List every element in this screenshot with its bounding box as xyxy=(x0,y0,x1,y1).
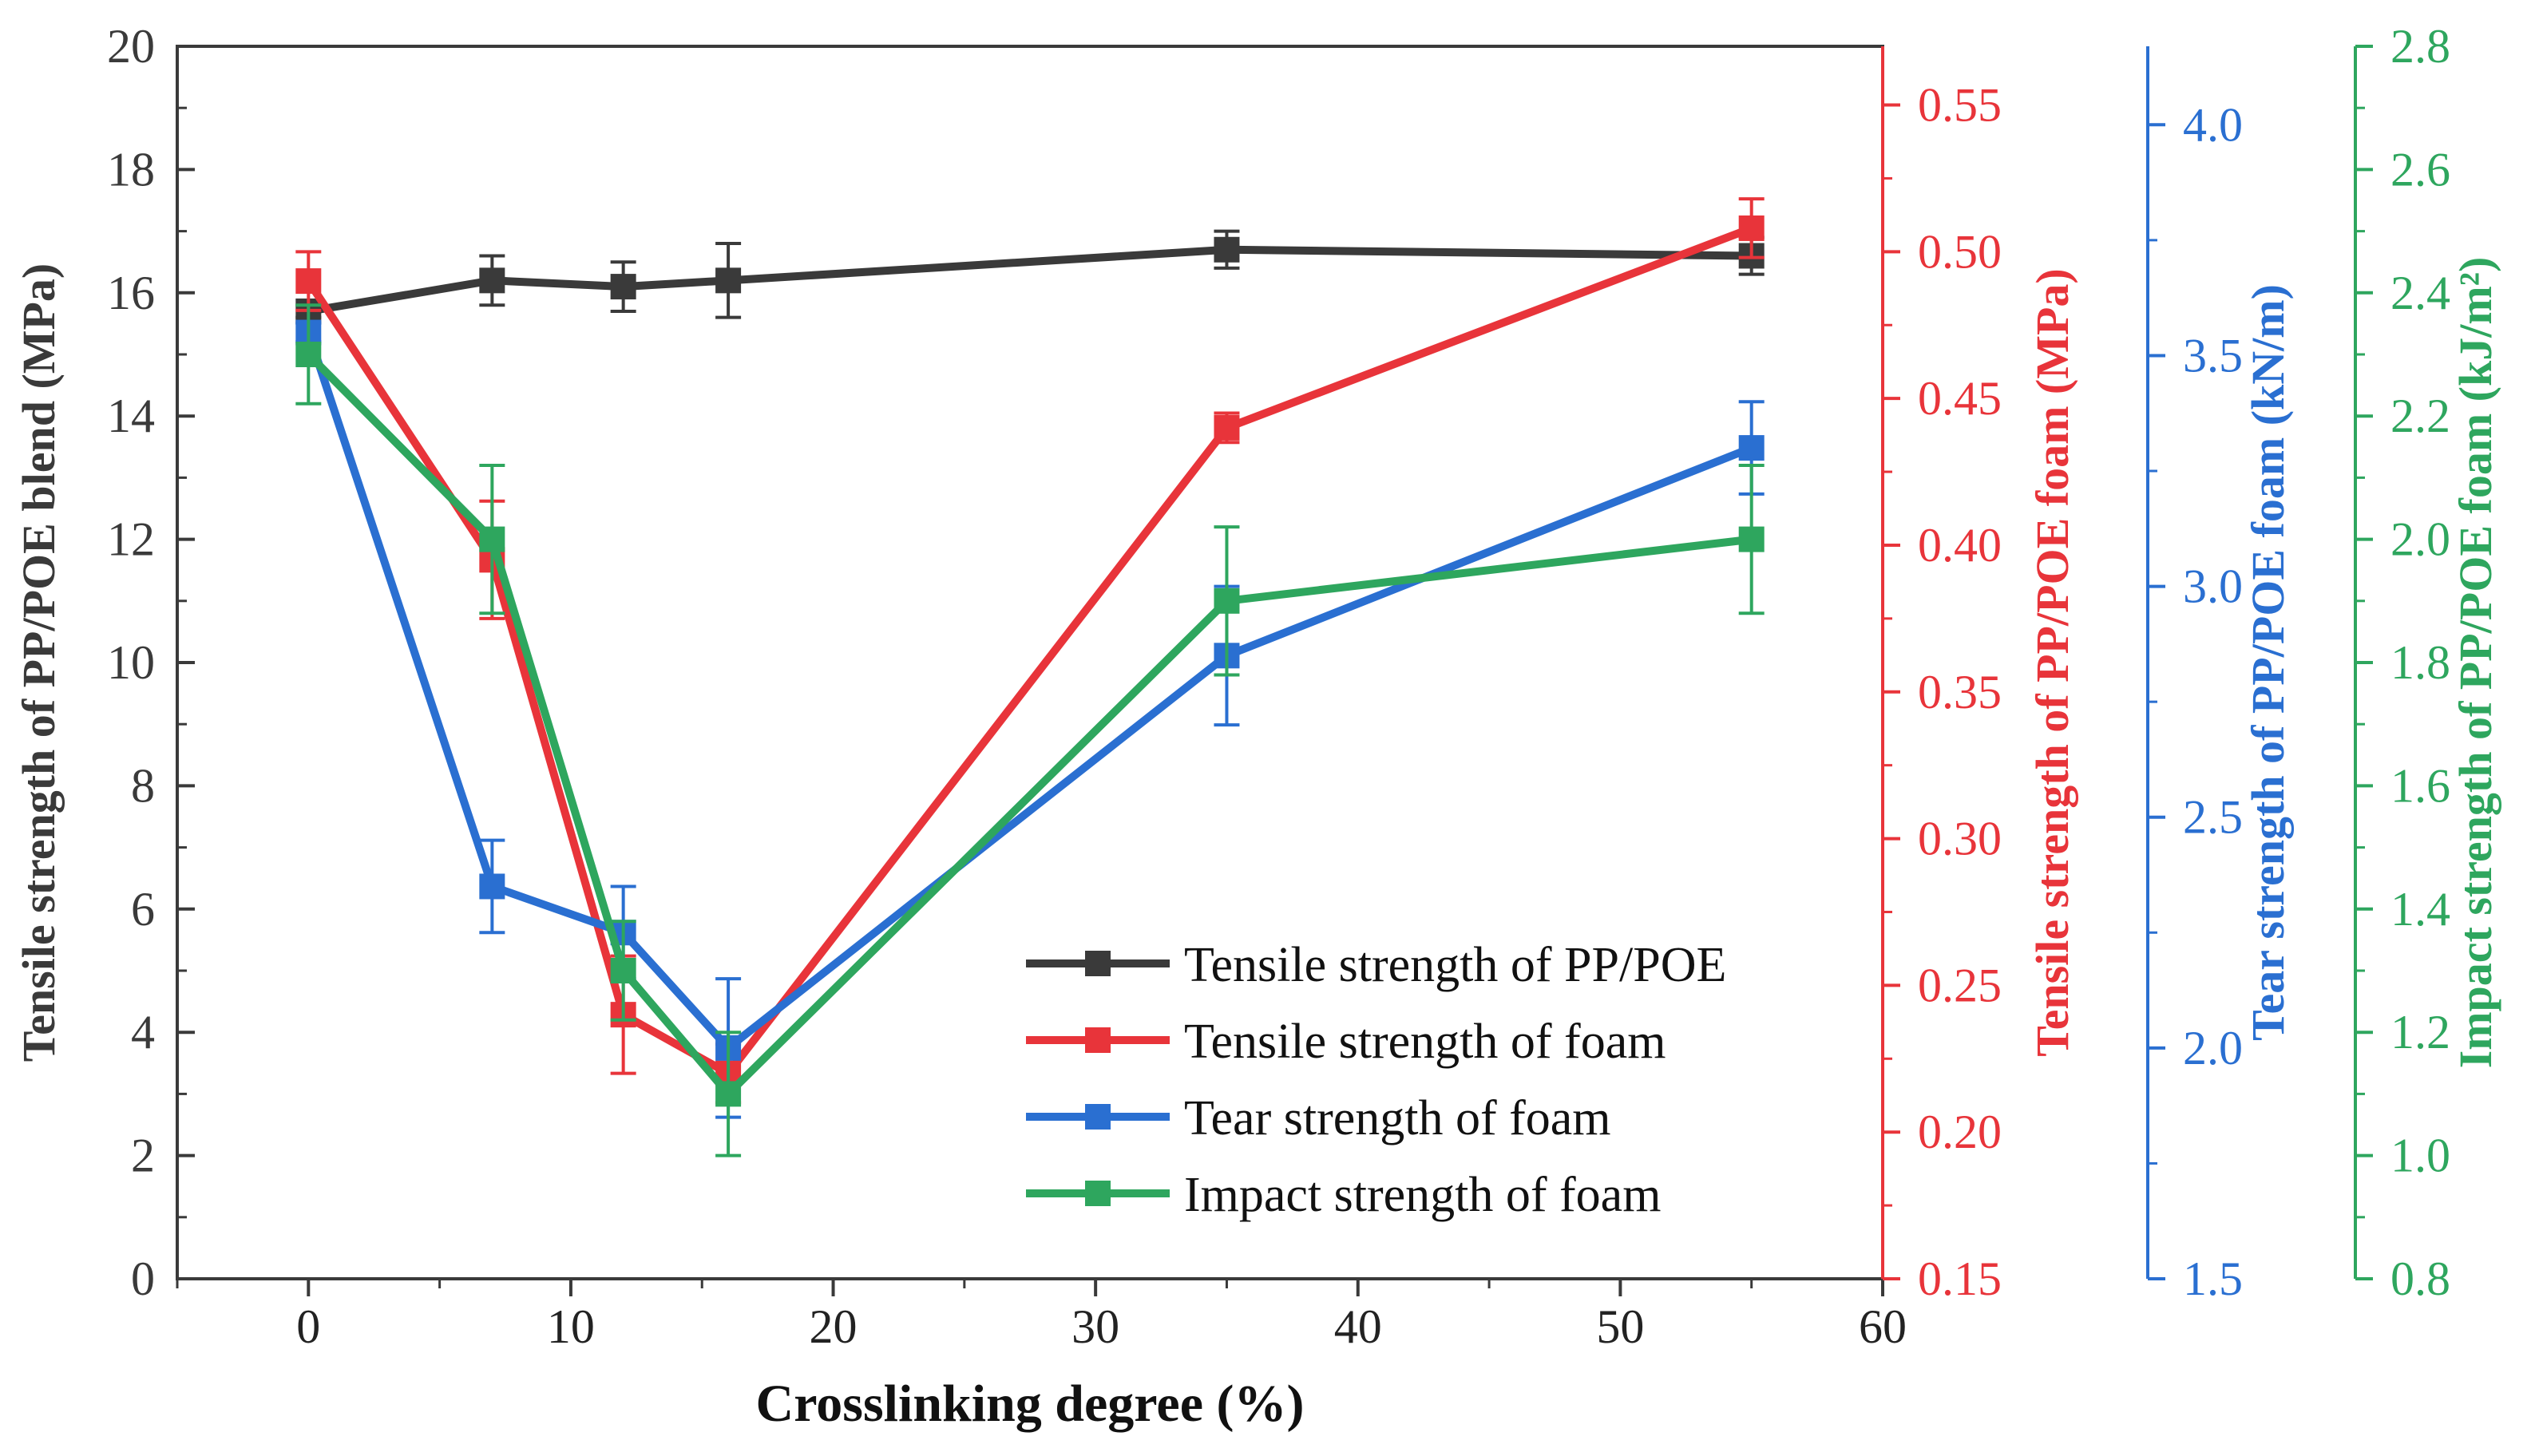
legend-item: Tensile strength of foam xyxy=(1026,1015,1666,1069)
data-point xyxy=(715,1081,742,1107)
y-tick-label: 12 xyxy=(107,513,155,566)
y-tick-label: 1.0 xyxy=(2390,1130,2450,1182)
series-line xyxy=(304,330,1753,1052)
y-tick-label: 1.2 xyxy=(2390,1006,2450,1058)
series-impact-strength-of-foam xyxy=(295,303,1765,1157)
y-tick-label: 4 xyxy=(131,1006,155,1058)
data-point xyxy=(479,267,505,294)
legend-item: Impact strength of foam xyxy=(1026,1168,1661,1222)
data-point xyxy=(1214,588,1240,614)
y-tick-label: 8 xyxy=(131,759,155,812)
y-tick-label: 0.25 xyxy=(1918,959,2002,1011)
legend-swatch-marker xyxy=(1085,1104,1111,1130)
data-point xyxy=(1214,414,1240,441)
y-tick-label: 2.8 xyxy=(2390,20,2450,73)
y-axis-right1: 0.15 0.20 0.25 0.30 0.35 0.40 0.45 0.50 0.55 Tens… xyxy=(1881,46,2078,1305)
y-tick-label: 0.30 xyxy=(1918,813,2002,865)
y-axis-title: Tear strength of PP/POE foam (kN/m) xyxy=(2242,284,2294,1041)
legend-swatch-marker xyxy=(1085,951,1111,976)
y-tick-label: 0.50 xyxy=(1918,225,2002,278)
data-point xyxy=(1214,236,1240,263)
x-tick-label: 10 xyxy=(547,1300,595,1353)
series-line xyxy=(307,245,1752,315)
y-tick-label: 16 xyxy=(107,267,155,319)
y-tick-label: 10 xyxy=(107,636,155,689)
y-axis-title: Impact strength of PP/POE foam (kJ/m²) xyxy=(2450,257,2501,1069)
y-tick-label: 2.2 xyxy=(2390,390,2450,442)
y-tick-label: 4.0 xyxy=(2183,98,2243,151)
y-axis-title: Tensile strength of PP/POE foam (MPa) xyxy=(2026,268,2078,1057)
x-tick-label: 30 xyxy=(1071,1300,1119,1353)
legend: Tensile strength of PP/POE Tensile streng… xyxy=(1026,938,1726,1222)
y-tick-label: 1.6 xyxy=(2390,759,2450,812)
data-point xyxy=(1738,435,1765,461)
y-tick-label: 2.4 xyxy=(2390,267,2450,319)
y-tick-label: 0.15 xyxy=(1918,1252,2002,1305)
y-tick-label: 20 xyxy=(107,20,155,73)
y-axis-left: 0 2 4 6 8 10 12 14 16 18 20 Tensile strength of PP/… xyxy=(13,20,195,1305)
legend-label: Tensile strength of PP/POE xyxy=(1184,938,1726,992)
series-tear-strength-of-foam xyxy=(295,319,1765,1119)
legend-label: Tear strength of foam xyxy=(1184,1091,1611,1145)
x-tick-label: 20 xyxy=(810,1300,858,1353)
series-layer xyxy=(295,197,1765,1157)
x-axis: 0 10 20 30 40 50 60 xyxy=(176,1279,1907,1353)
y-tick-label: 0.8 xyxy=(2390,1252,2450,1305)
x-tick-label: 50 xyxy=(1596,1300,1644,1353)
y-tick-label: 0.40 xyxy=(1918,519,2002,572)
data-point xyxy=(295,268,322,295)
y-tick-label: 0.35 xyxy=(1918,666,2002,718)
y-tick-label: 2 xyxy=(131,1130,155,1182)
y-tick-label: 2.0 xyxy=(2390,513,2450,566)
y-tick-label: 6 xyxy=(131,883,155,936)
y-tick-label: 0.45 xyxy=(1918,372,2002,425)
legend-swatch-marker xyxy=(1085,1027,1111,1053)
y-tick-label: 2.5 xyxy=(2183,791,2243,844)
data-point xyxy=(1738,215,1765,241)
legend-label: Tensile strength of foam xyxy=(1184,1015,1666,1069)
x-tick-label: 60 xyxy=(1859,1300,1907,1353)
data-point xyxy=(479,873,505,900)
y-axis-title: Tensile strength of PP/POE blend (MPa) xyxy=(13,263,65,1062)
y-tick-label: 1.5 xyxy=(2183,1252,2243,1305)
y-tick-label: 14 xyxy=(107,390,155,442)
legend-swatch-marker xyxy=(1085,1181,1111,1206)
data-point xyxy=(295,342,322,367)
y-tick-label: 0.55 xyxy=(1918,79,2002,132)
y-tick-label: 3.0 xyxy=(2183,560,2243,613)
legend-item: Tensile strength of PP/POE xyxy=(1026,938,1726,992)
y-tick-label: 2.6 xyxy=(2390,143,2450,196)
legend-item: Tear strength of foam xyxy=(1026,1091,1611,1145)
y-axis-right3: 0.8 1.0 1.2 1.4 1.6 1.8 2.0 2.2 2.4 2.6 2.8 Impact … xyxy=(2354,20,2501,1305)
y-tick-label: 1.4 xyxy=(2390,883,2450,936)
data-point xyxy=(715,267,742,294)
x-tick-label: 0 xyxy=(296,1300,320,1353)
y-tick-label: 18 xyxy=(107,143,155,196)
x-axis-title: Crosslinking degree (%) xyxy=(756,1375,1305,1433)
y-tick-label: 3.5 xyxy=(2183,329,2243,382)
y-tick-label: 2.0 xyxy=(2183,1022,2243,1074)
y-tick-label: 1.8 xyxy=(2390,636,2450,689)
legend-label: Impact strength of foam xyxy=(1184,1168,1661,1222)
x-tick-label: 40 xyxy=(1334,1300,1382,1353)
data-point xyxy=(610,958,636,983)
y-axis-right2: 1.5 2.0 2.5 3.0 3.5 4.0 Tear strength of PP/PO… xyxy=(2146,46,2294,1305)
y-tick-label: 0.20 xyxy=(1918,1106,2002,1158)
data-point xyxy=(1738,526,1765,552)
y-axes: 0 2 4 6 8 10 12 14 16 18 20 Tensile strength of PP/… xyxy=(13,20,2501,1305)
series-line xyxy=(305,351,1753,1098)
data-point xyxy=(479,526,505,552)
y-tick-label: 0 xyxy=(131,1252,155,1305)
data-point xyxy=(610,274,636,300)
plot-frame xyxy=(176,45,1884,1280)
